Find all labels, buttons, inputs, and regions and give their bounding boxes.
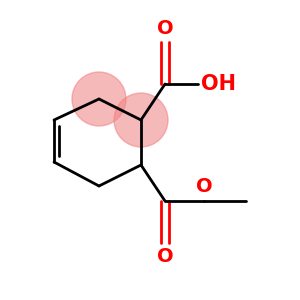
Circle shape xyxy=(72,72,126,126)
Text: OH: OH xyxy=(201,74,236,94)
Text: O: O xyxy=(196,177,212,196)
Text: O: O xyxy=(157,19,173,38)
Text: O: O xyxy=(157,248,173,266)
Circle shape xyxy=(114,93,168,147)
